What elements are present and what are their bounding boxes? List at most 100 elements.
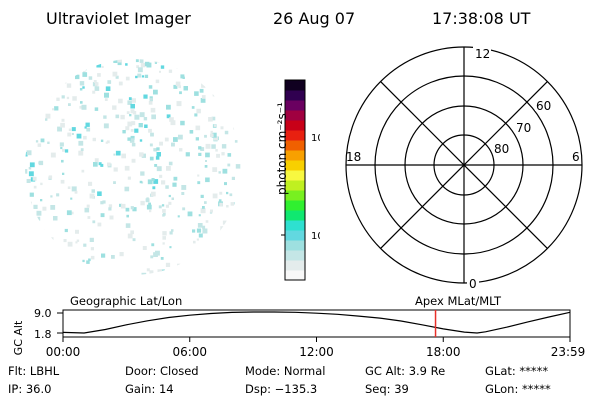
uv-pixel: [79, 81, 85, 86]
uv-pixel: [156, 152, 161, 157]
info-seq: Seq: 39: [365, 382, 409, 396]
uv-pixel: [115, 274, 121, 275]
uv-pixel: [230, 202, 235, 206]
uv-pixel: [93, 162, 98, 167]
uv-pixel: [173, 176, 178, 181]
uv-pixel: [213, 59, 218, 65]
uv-pixel: [218, 171, 221, 174]
uv-pixel: [83, 243, 87, 247]
uv-pixel: [102, 200, 106, 204]
uv-pixel: [70, 197, 73, 200]
uv-pixel: [182, 76, 185, 79]
plot-frame: [62, 309, 571, 338]
uv-pixel: [127, 233, 133, 239]
uv-pixel: [165, 185, 169, 189]
uv-pixel: [63, 71, 67, 76]
uv-pixel: [103, 115, 107, 119]
uv-pixel: [151, 191, 156, 197]
uv-pixel: [154, 164, 158, 167]
uv-pixel: [218, 199, 222, 202]
uv-pixel: [45, 59, 49, 60]
uv-pixel: [243, 100, 244, 103]
uv-pixel: [209, 211, 213, 214]
uv-pixel: [78, 140, 84, 146]
uv-pixel: [132, 238, 136, 242]
uv-pixel: [198, 233, 203, 238]
uv-pixel: [192, 229, 196, 233]
uv-pixel: [54, 106, 59, 111]
uv-pixel: [176, 64, 181, 69]
uv-pixel: [34, 61, 40, 67]
uv-pixel: [151, 114, 156, 120]
uv-pixel: [25, 186, 27, 189]
uv-pixel: [63, 80, 67, 84]
uv-pixel: [180, 74, 185, 79]
uv-pixel: [104, 92, 109, 98]
colorbar-cell: [285, 100, 305, 111]
uv-pixel: [155, 79, 160, 84]
uv-pixel: [211, 144, 216, 149]
uv-pixel: [75, 74, 80, 80]
uv-pixel: [95, 82, 99, 86]
uv-pixel: [35, 223, 38, 226]
uv-pixel: [219, 202, 223, 207]
uv-pixel: [244, 226, 245, 229]
uv-pixel: [162, 242, 165, 245]
uv-pixel: [137, 67, 143, 73]
uv-pixel: [148, 101, 153, 105]
uv-pixel: [93, 80, 97, 83]
uv-pixel: [179, 148, 183, 152]
uv-pixel: [32, 176, 37, 181]
uv-pixel: [242, 146, 244, 151]
uv-pixel: [214, 258, 219, 262]
uv-pixel: [244, 237, 245, 241]
uv-pixel: [173, 137, 178, 142]
uv-pixel: [142, 246, 147, 250]
uv-pixel: [115, 75, 119, 79]
uv-pixel: [141, 272, 147, 275]
colorbar-tick-label: 10: [311, 231, 320, 242]
uv-pixel: [66, 83, 72, 88]
uv-pixel: [149, 270, 154, 275]
uv-pixel: [189, 130, 194, 134]
uv-pixel: [62, 59, 68, 62]
uv-pixel: [171, 229, 174, 232]
uv-pixel: [42, 96, 47, 101]
uv-pixel: [172, 182, 177, 187]
uv-pixel: [161, 180, 166, 185]
uv-pixel: [45, 113, 51, 119]
uv-pixel: [203, 77, 209, 82]
colorbar-scale: [285, 80, 305, 281]
uv-pixel: [194, 91, 199, 96]
uv-pixel: [82, 259, 85, 263]
uv-pixel: [168, 161, 173, 166]
uv-pixel: [197, 223, 203, 228]
uv-emission-pixels: [25, 59, 245, 275]
uv-pixel: [94, 59, 99, 62]
uv-pixel: [139, 180, 143, 184]
uv-pixel: [217, 83, 222, 88]
uv-pixel: [127, 100, 132, 105]
uv-pixel: [25, 65, 29, 70]
uv-pixel: [40, 229, 45, 235]
uv-pixel: [63, 239, 67, 243]
uv-pixel: [138, 123, 143, 128]
colorbar-cell: [285, 80, 305, 91]
uv-pixel: [153, 89, 158, 95]
polar-label-6: 6: [572, 150, 580, 164]
uv-pixel: [136, 65, 140, 69]
uv-pixel: [107, 162, 111, 167]
uv-pixel: [146, 204, 152, 210]
uv-pixel: [151, 178, 155, 182]
colorbar-cell: [285, 150, 305, 161]
uv-pixel: [40, 199, 43, 202]
uv-pixel: [26, 179, 31, 183]
uv-pixel: [117, 59, 122, 63]
uv-pixel: [28, 167, 32, 170]
uv-pixel: [37, 143, 42, 147]
uv-pixel: [45, 118, 48, 121]
uv-pixel: [222, 82, 225, 85]
uv-pixel: [147, 179, 153, 185]
uv-pixel: [94, 107, 99, 111]
uv-pixel: [167, 61, 171, 65]
